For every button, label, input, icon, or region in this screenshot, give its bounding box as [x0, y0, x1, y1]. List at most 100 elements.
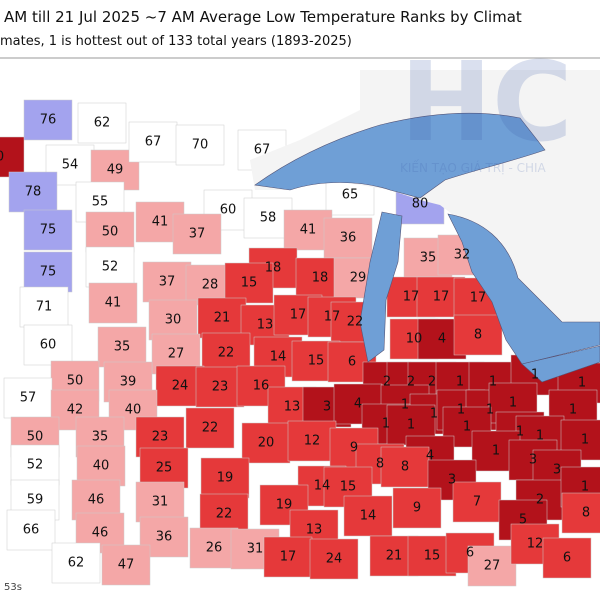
division-cell: [175, 124, 225, 166]
rank-label: 41: [300, 223, 317, 238]
rank-label: 40: [93, 459, 110, 474]
rank-label: 13: [284, 400, 301, 415]
rank-label: 22: [202, 421, 219, 436]
rank-label: 3: [323, 400, 331, 415]
rank-label: 76: [40, 113, 57, 128]
rank-label: 23: [212, 380, 229, 395]
division-cell: [23, 324, 73, 366]
rank-label: 10: [406, 332, 423, 347]
title: AM till 21 Jul 2025 ~7 AM Average Low Te…: [4, 8, 522, 26]
rank-label: 47: [118, 558, 135, 573]
rank-label: 15: [424, 549, 441, 564]
rank-label: 40: [125, 403, 142, 418]
rank-label: 36: [156, 530, 173, 545]
rank-label: 75: [40, 265, 57, 280]
rank-label: 41: [152, 215, 169, 230]
rank-label: 52: [27, 458, 44, 473]
rank-label: 31: [152, 495, 169, 510]
rank-label: 16: [253, 379, 270, 394]
rank-label: 60: [40, 338, 57, 353]
rank-label: 50: [102, 225, 119, 240]
rank-label: 5: [519, 513, 527, 528]
rank-label: 19: [276, 498, 293, 513]
rank-label: 52: [102, 260, 119, 275]
rank-label: 14: [270, 350, 287, 365]
rank-label: 17: [280, 550, 297, 565]
rank-label: 27: [168, 347, 185, 362]
rank-label: 4: [438, 332, 446, 347]
division-cell: [189, 527, 239, 569]
rank-label: 37: [189, 227, 206, 242]
division-cell: [195, 366, 245, 408]
rank-label: 19: [217, 471, 234, 486]
rank-label: 24: [172, 379, 189, 394]
rank-label: 1: [509, 396, 517, 411]
division-cell: [287, 420, 337, 462]
rank-label: 1: [430, 407, 438, 422]
rank-label: 35: [114, 340, 131, 355]
division-cell: [88, 282, 138, 324]
rank-label: 31: [247, 542, 264, 557]
rank-label: 41: [105, 296, 122, 311]
division-cell: [10, 444, 60, 486]
lake-erie: [521, 345, 600, 383]
division-cell: [101, 544, 151, 586]
rank-label: 3: [529, 453, 537, 468]
watermark-logo: HC: [400, 38, 573, 166]
division-cell: [224, 262, 274, 304]
rank-label: 1: [531, 368, 539, 383]
division-cell: [8, 171, 58, 213]
rank-label: 15: [241, 276, 258, 291]
rank-label: 22: [216, 507, 233, 522]
division-cell: [3, 377, 53, 419]
rank-label: 1: [401, 398, 409, 413]
rank-label: 54: [62, 158, 79, 173]
division-cell: [172, 213, 222, 255]
lake-michigan: [359, 211, 403, 363]
rank-label: 17: [433, 290, 450, 305]
rank-label: 58: [260, 211, 277, 226]
rank-label: 30: [165, 313, 182, 328]
division-cell: [23, 99, 73, 141]
rank-label: 35: [420, 251, 437, 266]
subtitle: mates, 1 is hottest out of 133 total yea…: [0, 34, 352, 49]
rank-label: 67: [145, 135, 162, 150]
rank-label: 1: [489, 375, 497, 390]
rank-label: 49: [107, 163, 124, 178]
rank-label: 1: [457, 403, 465, 418]
rank-label: 7: [473, 495, 481, 510]
division-cell: [148, 299, 198, 341]
division-cell: [263, 536, 313, 578]
footer: 53s: [4, 582, 22, 593]
rank-label: 75: [40, 223, 57, 238]
division-cell: [6, 509, 56, 551]
rank-label: 1: [492, 444, 500, 459]
rank-label: 1: [463, 420, 471, 435]
division-cell: [453, 314, 503, 356]
rank-label: 67: [254, 143, 271, 158]
rank-label: 22: [347, 315, 364, 330]
rank-label: 70: [192, 138, 209, 153]
lake-superior: [254, 112, 546, 199]
rank-label: 65: [342, 188, 359, 203]
division-cell: [392, 487, 442, 529]
rank-label: 20: [258, 436, 275, 451]
rank-label: 80: [412, 197, 429, 212]
rank-labels: 7662054497855677067658060584137413675507…: [0, 113, 590, 574]
rank-label: 1: [486, 403, 494, 418]
rank-label: 0: [0, 150, 4, 165]
division-cell: [77, 102, 127, 144]
rank-label: 13: [306, 523, 323, 538]
division-cell: [380, 446, 430, 488]
rank-label: 78: [25, 185, 42, 200]
rank-label: 18: [312, 271, 329, 286]
division-cell: [309, 538, 359, 580]
rank-label: 17: [403, 290, 420, 305]
rank-label: 62: [68, 556, 85, 571]
division-cell: [97, 326, 147, 368]
rank-label: 59: [27, 493, 44, 508]
rank-label: 3: [553, 463, 561, 478]
rank-label: 39: [120, 375, 137, 390]
rank-label: 22: [218, 346, 235, 361]
